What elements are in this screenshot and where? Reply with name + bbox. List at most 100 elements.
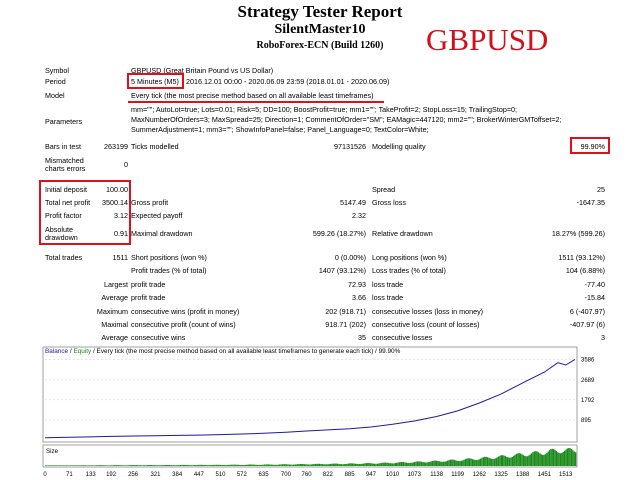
size-bar <box>118 465 120 466</box>
size-bar <box>167 465 169 466</box>
total-trades-label: Total trades <box>45 253 83 262</box>
size-bar <box>50 465 52 466</box>
size-bar <box>305 464 307 466</box>
size-bar <box>540 454 542 466</box>
size-bar <box>259 464 262 466</box>
size-bar <box>394 463 396 466</box>
gross-loss-label: Gross loss <box>372 198 406 207</box>
size-bar <box>246 464 248 466</box>
size-bar <box>493 458 496 466</box>
size-bar <box>120 465 122 466</box>
x-tick-label: 1513 <box>559 472 573 478</box>
size-bar <box>379 463 381 466</box>
size-bar <box>218 464 220 466</box>
size-bar <box>233 464 235 466</box>
size-bar <box>79 465 81 466</box>
quality-highlight-box <box>570 137 610 154</box>
size-bar <box>331 463 333 466</box>
size-bar <box>482 457 485 466</box>
size-bar <box>488 457 490 466</box>
size-bar <box>334 463 336 466</box>
size-bar <box>354 463 356 466</box>
largest-loss-value: -77.40 <box>584 280 605 289</box>
size-bar <box>146 465 149 466</box>
size-bar <box>251 464 253 466</box>
size-bar <box>178 465 180 466</box>
size-bar <box>212 464 215 466</box>
mismatch-value: 0 <box>124 160 128 169</box>
size-bar <box>364 463 366 466</box>
size-bar <box>199 464 201 466</box>
symbol-overlay: GBPUSD <box>426 22 549 57</box>
size-bar <box>356 463 358 466</box>
size-bar <box>171 465 173 466</box>
size-bar <box>453 459 456 466</box>
y-tick-label: 895 <box>581 418 592 424</box>
parameters-label: Parameters <box>45 117 83 126</box>
bars-label: Bars in test <box>45 142 81 151</box>
size-bar <box>307 464 310 466</box>
size-bar <box>436 460 438 466</box>
size-bar <box>519 453 522 466</box>
size-bar <box>261 464 263 466</box>
maximal-consecutive-profit-value: 918.71 (202) <box>325 320 366 329</box>
size-bar <box>510 457 512 466</box>
size-bar <box>112 465 114 466</box>
long-positions-value: 1511 (93.12%) <box>558 253 605 262</box>
size-bar <box>270 464 273 466</box>
loss-trades-value: 104 (6.88%) <box>565 266 605 275</box>
size-bar <box>295 464 297 466</box>
size-bar <box>185 464 187 466</box>
size-bar <box>441 461 443 466</box>
size-bar <box>93 465 95 466</box>
size-bar <box>221 465 223 466</box>
size-bar <box>427 462 429 466</box>
size-bar <box>507 457 509 466</box>
size-bar <box>182 464 184 466</box>
largest-profit-value: 72.93 <box>348 280 366 289</box>
size-bar <box>413 462 416 466</box>
size-bar <box>46 465 48 466</box>
size-bar <box>131 465 133 466</box>
size-bar <box>367 463 369 466</box>
expected-payoff-value: 2.32 <box>352 211 366 220</box>
x-tick-label: 1451 <box>538 472 552 478</box>
size-bar <box>550 449 552 466</box>
size-bar <box>314 463 317 466</box>
size-bar <box>224 465 226 466</box>
profit-factor-label: Profit factor <box>45 211 82 220</box>
size-bar <box>524 455 526 466</box>
maximal-drawdown-label: Maximal drawdown <box>131 229 193 238</box>
x-tick-label: 1073 <box>408 472 422 478</box>
size-bar <box>98 465 100 466</box>
size-bar <box>398 462 401 466</box>
size-bar <box>478 459 480 466</box>
size-bar <box>87 465 89 466</box>
size-bar <box>201 464 204 466</box>
size-bar <box>64 465 66 466</box>
legend-balance: Balance <box>45 348 69 355</box>
size-bar <box>470 458 472 466</box>
size-bar <box>391 463 394 466</box>
size-bar <box>126 465 128 466</box>
x-tick-label: 1010 <box>386 472 400 478</box>
size-bar <box>254 464 256 466</box>
size-bar <box>529 454 531 466</box>
size-bar <box>460 460 462 466</box>
size-bar <box>561 452 563 466</box>
size-bar <box>148 465 150 466</box>
size-bar <box>400 462 402 466</box>
size-bar <box>553 449 555 466</box>
size-bar <box>240 465 242 466</box>
size-bar <box>495 458 497 466</box>
size-bar <box>416 461 418 466</box>
average-consecutive-label: Average <box>101 333 128 342</box>
size-bar <box>506 456 508 466</box>
x-tick-label: 384 <box>172 472 183 478</box>
size-bar <box>338 463 340 466</box>
size-bar <box>464 459 467 466</box>
size-bar <box>236 464 238 466</box>
size-bar <box>287 464 289 466</box>
size-bar <box>328 464 330 466</box>
